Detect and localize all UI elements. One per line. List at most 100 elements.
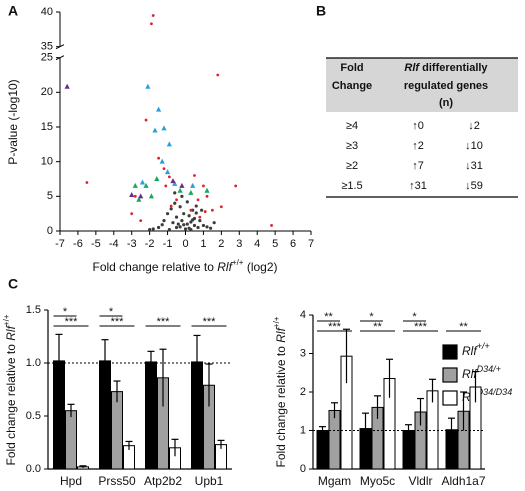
- legend-sup: D34/+: [477, 364, 501, 374]
- point: [172, 180, 178, 186]
- table-cell: ↑2: [412, 140, 424, 152]
- label-part: Rlf: [4, 324, 18, 340]
- bar: [145, 361, 157, 470]
- point: [162, 219, 166, 223]
- table-cell: ≥2: [346, 160, 358, 172]
- point: [189, 220, 193, 224]
- x-tick-label: -5: [91, 238, 101, 250]
- point: [129, 191, 135, 197]
- point: [133, 194, 137, 198]
- table-cell: ≥1.5: [341, 180, 362, 192]
- legend-swatch: [442, 367, 458, 383]
- point: [202, 184, 205, 188]
- point: [150, 22, 153, 26]
- x-tick-label: 6: [290, 238, 296, 250]
- point: [160, 223, 164, 227]
- point: [139, 219, 143, 223]
- point: [159, 158, 165, 164]
- table-header-bg: [326, 58, 518, 112]
- point: [169, 204, 173, 208]
- bar: [316, 430, 329, 470]
- y-tick-label: 40: [41, 6, 53, 18]
- label-part: (log2): [243, 260, 277, 274]
- y-tick-label: 1: [300, 424, 306, 436]
- y-tick-label: 4: [300, 309, 306, 321]
- x-tick-label: -6: [73, 238, 83, 250]
- table-cell: ≥4: [346, 120, 358, 132]
- point: [205, 225, 209, 229]
- table-cell: ↑7: [412, 160, 424, 172]
- point: [174, 225, 179, 230]
- table-cell: ↓31: [465, 160, 483, 172]
- legend-sup: +/+: [477, 341, 490, 351]
- y-axis-label: Fold change relative to Rlf+/+: [272, 316, 288, 467]
- legend-swatch: [442, 344, 458, 360]
- point: [205, 194, 209, 198]
- point: [164, 169, 171, 175]
- panel-label: B: [316, 3, 326, 19]
- significance-label: **: [373, 321, 382, 333]
- point: [180, 219, 184, 223]
- significance-label: *: [109, 306, 114, 318]
- point: [145, 83, 151, 89]
- point: [169, 207, 173, 211]
- y-tick-label: 0: [47, 225, 53, 237]
- point: [64, 83, 70, 89]
- table-cell: ↓10: [465, 140, 483, 152]
- point: [180, 194, 184, 198]
- significance-label: **: [459, 321, 468, 333]
- table-cell: ↑0: [412, 120, 424, 132]
- significance-label: ***: [203, 316, 217, 328]
- point: [200, 208, 204, 212]
- point: [204, 187, 210, 193]
- point: [130, 212, 134, 216]
- point: [170, 178, 176, 184]
- x-tick-label: Upb1: [195, 474, 224, 488]
- point: [176, 222, 180, 226]
- point: [188, 189, 194, 195]
- point: [156, 106, 162, 112]
- point: [154, 176, 160, 181]
- significance-label: ***: [414, 321, 428, 333]
- y-axis-label: P-value (-log10): [6, 79, 20, 164]
- y-tick-label: 0: [300, 463, 306, 475]
- point: [157, 156, 161, 160]
- point: [183, 227, 188, 231]
- point: [270, 224, 273, 227]
- label-part: Fold change relative to: [4, 341, 18, 466]
- table-header: Rlf differentially: [404, 62, 488, 74]
- y-tick-label: 35: [41, 41, 53, 53]
- point: [209, 226, 213, 230]
- y-tick-label: 0.0: [26, 463, 41, 475]
- table-cell: ↓2: [468, 120, 480, 132]
- point: [185, 200, 189, 204]
- point: [193, 174, 196, 177]
- x-tick-label: Prss50: [98, 474, 136, 488]
- point: [173, 191, 177, 195]
- point: [203, 210, 207, 213]
- y-tick-label: 3: [300, 347, 306, 359]
- point: [190, 182, 196, 188]
- point: [179, 182, 185, 188]
- table-header: Fold: [340, 62, 363, 74]
- label-part: Rlf: [217, 260, 233, 274]
- bar: [328, 409, 341, 470]
- x-tick-label: Aldh1a7: [441, 474, 485, 488]
- point: [136, 196, 142, 202]
- x-tick-label: Atp2b2: [144, 474, 182, 488]
- label-part: Fold change relative to: [92, 260, 217, 274]
- x-tick-label: -2: [145, 238, 155, 250]
- x-tick-label: -1: [163, 238, 173, 250]
- point: [178, 205, 182, 209]
- y-tick-label: 1.5: [26, 304, 41, 316]
- point: [166, 141, 172, 147]
- y-tick-label: 20: [41, 86, 53, 98]
- significance-label: ***: [65, 316, 79, 328]
- table: Fold Change Rlf differentially regulated…: [326, 57, 518, 198]
- x-tick-label: 0: [182, 238, 188, 250]
- point: [194, 204, 198, 208]
- point: [198, 219, 202, 223]
- point: [165, 212, 170, 216]
- point: [187, 214, 191, 218]
- bar: [65, 410, 77, 470]
